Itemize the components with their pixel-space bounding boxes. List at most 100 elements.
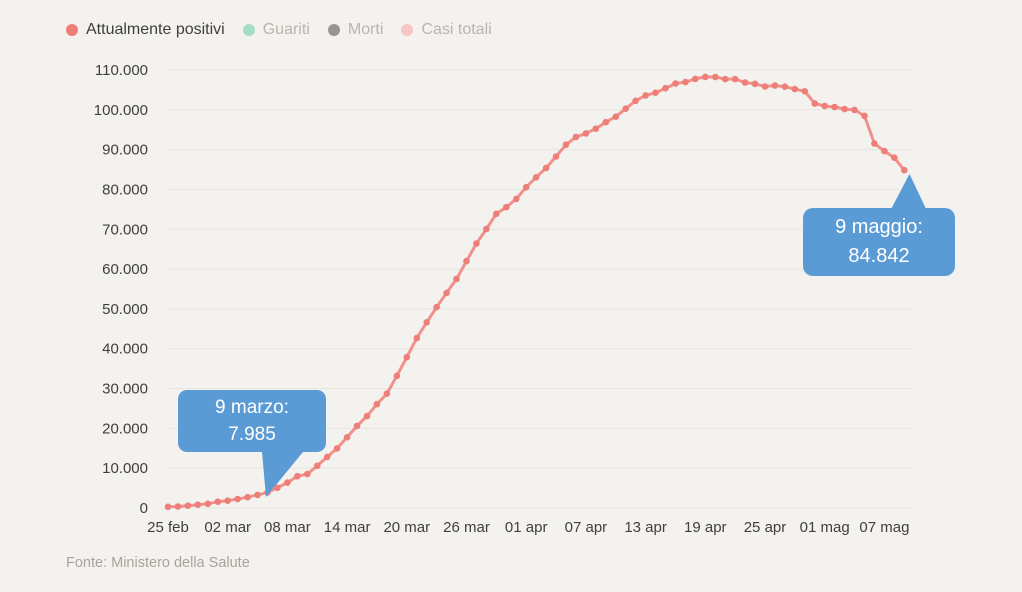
data-point[interactable] bbox=[692, 75, 699, 83]
data-point[interactable] bbox=[542, 164, 550, 172]
data-point[interactable] bbox=[333, 445, 341, 452]
data-point[interactable] bbox=[433, 303, 440, 311]
tooltip-9-maggio: 9 maggio: 84.842 bbox=[803, 208, 955, 276]
x-tick-label: 08 mar bbox=[264, 519, 311, 536]
y-tick-label: 60.000 bbox=[102, 261, 148, 278]
data-point[interactable] bbox=[503, 203, 510, 211]
data-point[interactable] bbox=[473, 240, 480, 247]
data-point[interactable] bbox=[841, 105, 848, 113]
data-point[interactable] bbox=[294, 472, 301, 480]
data-point[interactable] bbox=[513, 195, 520, 203]
data-point[interactable] bbox=[164, 503, 172, 511]
legend-item-attualmente-positivi[interactable]: Attualmente positivi bbox=[66, 21, 225, 39]
data-point[interactable] bbox=[363, 412, 371, 420]
data-point[interactable] bbox=[204, 500, 212, 508]
data-point[interactable] bbox=[811, 100, 819, 107]
data-point[interactable] bbox=[214, 498, 222, 506]
data-point[interactable] bbox=[522, 183, 530, 191]
data-point[interactable] bbox=[413, 334, 421, 342]
data-point[interactable] bbox=[871, 140, 878, 147]
source-note: Fonte: Ministero della Salute bbox=[66, 555, 250, 571]
data-point[interactable] bbox=[781, 83, 789, 90]
data-point[interactable] bbox=[662, 84, 669, 92]
data-point[interactable] bbox=[761, 83, 769, 90]
x-tick-label: 20 mar bbox=[383, 519, 430, 536]
data-point[interactable] bbox=[403, 353, 411, 361]
data-point[interactable] bbox=[731, 75, 739, 83]
data-point[interactable] bbox=[751, 80, 759, 88]
x-tick-label: 14 mar bbox=[324, 519, 371, 536]
data-point[interactable] bbox=[682, 78, 689, 86]
data-point[interactable] bbox=[343, 434, 351, 441]
data-point[interactable] bbox=[831, 103, 838, 111]
data-point[interactable] bbox=[652, 89, 659, 96]
x-tick-label: 19 apr bbox=[684, 519, 727, 536]
data-point[interactable] bbox=[702, 73, 709, 81]
data-point[interactable] bbox=[741, 79, 749, 86]
data-point[interactable] bbox=[443, 289, 450, 297]
data-point[interactable] bbox=[353, 422, 361, 430]
legend-item-label: Attualmente positivi bbox=[86, 21, 225, 38]
data-point[interactable] bbox=[632, 97, 639, 105]
data-point[interactable] bbox=[493, 210, 500, 218]
tooltip-date: 9 marzo: bbox=[215, 397, 289, 418]
data-point[interactable] bbox=[314, 462, 321, 470]
data-point[interactable] bbox=[891, 154, 898, 161]
data-point[interactable] bbox=[463, 257, 470, 265]
data-point[interactable] bbox=[851, 106, 858, 114]
data-point[interactable] bbox=[572, 133, 580, 141]
data-point[interactable] bbox=[592, 125, 600, 132]
data-point[interactable] bbox=[552, 153, 560, 160]
tooltip-value: 7.985 bbox=[228, 424, 276, 445]
data-point[interactable] bbox=[821, 102, 828, 110]
data-point[interactable] bbox=[791, 85, 799, 93]
gridlines bbox=[166, 69, 912, 509]
data-point[interactable] bbox=[771, 82, 779, 89]
data-point[interactable] bbox=[254, 491, 261, 499]
data-point[interactable] bbox=[881, 147, 888, 155]
legend-item-casi-totali[interactable]: Casi totali bbox=[401, 21, 492, 39]
legend: Attualmente positivi Guariti Morti Casi tot… bbox=[66, 16, 492, 44]
data-point[interactable] bbox=[672, 80, 679, 87]
data-point[interactable] bbox=[224, 497, 231, 505]
data-point[interactable] bbox=[612, 113, 620, 120]
data-point[interactable] bbox=[901, 166, 908, 174]
data-point[interactable] bbox=[304, 470, 311, 478]
legend-item-morti[interactable]: Morti bbox=[327, 21, 383, 39]
data-point[interactable] bbox=[184, 502, 192, 510]
data-point[interactable] bbox=[721, 75, 729, 83]
data-point[interactable] bbox=[383, 390, 391, 398]
x-tick-label: 25 apr bbox=[744, 519, 787, 536]
legend-dot-icon bbox=[242, 24, 255, 36]
y-tick-label: 40.000 bbox=[102, 341, 148, 358]
data-point[interactable] bbox=[642, 92, 649, 99]
x-tick-label: 13 apr bbox=[624, 519, 667, 536]
x-tick-label: 01 apr bbox=[505, 519, 548, 536]
data-point[interactable] bbox=[234, 495, 241, 503]
data-point[interactable] bbox=[861, 112, 868, 120]
data-point[interactable] bbox=[562, 141, 570, 148]
data-point[interactable] bbox=[801, 88, 809, 95]
data-point[interactable] bbox=[393, 372, 401, 380]
data-point[interactable] bbox=[712, 73, 719, 81]
data-point[interactable] bbox=[602, 118, 610, 126]
data-point[interactable] bbox=[174, 503, 182, 510]
data-point[interactable] bbox=[284, 479, 291, 486]
y-tick-label: 80.000 bbox=[102, 181, 148, 198]
data-point[interactable] bbox=[532, 174, 540, 181]
data-point[interactable] bbox=[274, 484, 281, 492]
y-tick-label: 10.000 bbox=[102, 460, 148, 477]
y-tick-label: 100.000 bbox=[94, 102, 148, 119]
data-point[interactable] bbox=[323, 453, 331, 461]
data-point[interactable] bbox=[244, 493, 251, 501]
data-point[interactable] bbox=[622, 105, 629, 112]
data-point[interactable] bbox=[373, 400, 381, 408]
data-point[interactable] bbox=[453, 275, 460, 283]
legend-item-guariti[interactable]: Guariti bbox=[242, 21, 310, 39]
data-point[interactable] bbox=[194, 501, 202, 509]
data-point[interactable] bbox=[483, 225, 490, 233]
data-point[interactable] bbox=[582, 130, 590, 137]
data-point[interactable] bbox=[423, 319, 431, 326]
